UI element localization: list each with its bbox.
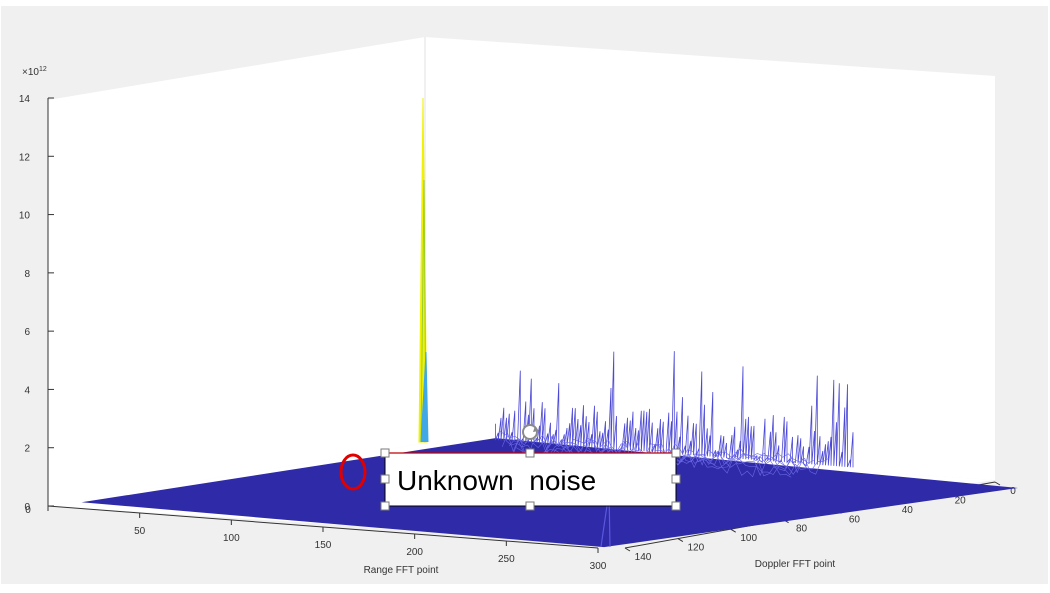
z-tick-label: 10: [19, 211, 31, 222]
z-exponent-label: ×1012: [22, 66, 47, 78]
z-tick-label: 12: [19, 152, 31, 163]
range-tick-label: 250: [498, 554, 515, 565]
doppler-tick-label: 0: [1010, 486, 1016, 497]
z-tick-label: 4: [24, 385, 30, 396]
range-tick-label: 300: [590, 561, 607, 572]
doppler-tick-label: 20: [955, 495, 967, 506]
surface-ridge: [512, 439, 799, 477]
annotation-textbox[interactable]: Unknown noise: [380, 424, 681, 511]
noise-marker-circle: [339, 453, 367, 491]
range-tick-label: 50: [134, 526, 146, 537]
rotate-handle-icon[interactable]: [522, 424, 539, 440]
doppler-tick-label: 80: [796, 524, 808, 535]
doppler-tick-label: 140: [635, 552, 652, 563]
range-tick-label: 150: [315, 540, 332, 551]
range-tick-label: 0: [25, 505, 31, 516]
doppler-axis: 0 20 40 60 80 100 120 140: [624, 481, 1016, 563]
surface-ridge: [495, 351, 854, 468]
doppler-tick-label: 100: [740, 533, 757, 544]
range-axis-label: Range FFT point: [364, 565, 439, 576]
range-tick-label: 100: [223, 533, 240, 544]
z-axis: 0 2 4 6 8 10 12 14: [19, 94, 54, 513]
doppler-tick-label: 40: [902, 505, 914, 516]
z-tick-label: 8: [24, 269, 30, 280]
selection-handles[interactable]: [380, 448, 681, 511]
z-tick-label: 6: [24, 327, 30, 338]
back-wall-right: [425, 37, 995, 480]
z-tick-label: 0: [24, 502, 30, 513]
peak-spike-base: [420, 351, 429, 443]
back-wall-left: [48, 37, 425, 506]
peak-spike-inner: [420, 179, 427, 443]
range-axis: 0 50 100 150 200 250 300: [25, 505, 607, 572]
z-tick-label: 14: [19, 94, 31, 105]
annotation-text: Unknown noise: [397, 465, 596, 496]
z-tick-label: 2: [24, 444, 30, 455]
doppler-tick-label: 120: [688, 543, 705, 554]
surface-ridge: [501, 432, 822, 475]
main-peak: [418, 97, 429, 443]
doppler-axis-label: Doppler FFT point: [755, 559, 836, 570]
range-tick-label: 200: [406, 547, 423, 558]
doppler-tick-label: 60: [849, 514, 861, 525]
